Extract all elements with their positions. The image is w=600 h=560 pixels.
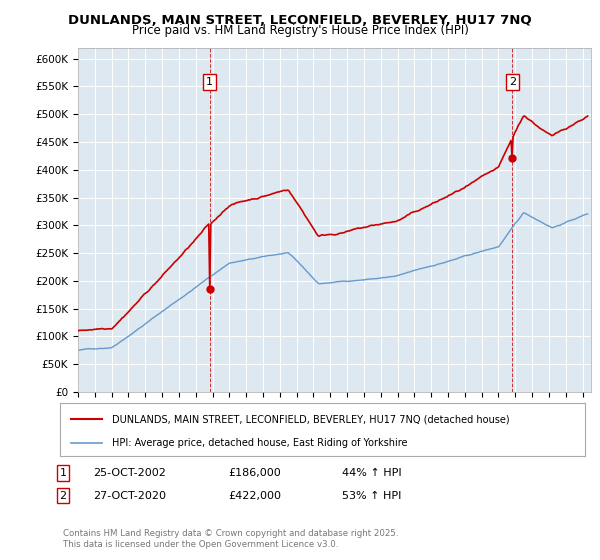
Text: Contains HM Land Registry data © Crown copyright and database right 2025.
This d: Contains HM Land Registry data © Crown c… [63,529,398,549]
Text: £422,000: £422,000 [228,491,281,501]
Text: 27-OCT-2020: 27-OCT-2020 [93,491,166,501]
Text: 2: 2 [59,491,67,501]
Text: 53% ↑ HPI: 53% ↑ HPI [342,491,401,501]
Text: 2: 2 [509,77,516,87]
Text: 25-OCT-2002: 25-OCT-2002 [93,468,166,478]
Text: Price paid vs. HM Land Registry's House Price Index (HPI): Price paid vs. HM Land Registry's House … [131,24,469,36]
Text: DUNLANDS, MAIN STREET, LECONFIELD, BEVERLEY, HU17 7NQ (detached house): DUNLANDS, MAIN STREET, LECONFIELD, BEVER… [113,414,510,424]
Text: 1: 1 [206,77,213,87]
Text: DUNLANDS, MAIN STREET, LECONFIELD, BEVERLEY, HU17 7NQ: DUNLANDS, MAIN STREET, LECONFIELD, BEVER… [68,14,532,27]
Text: 44% ↑ HPI: 44% ↑ HPI [342,468,401,478]
Text: HPI: Average price, detached house, East Riding of Yorkshire: HPI: Average price, detached house, East… [113,438,408,448]
Text: 1: 1 [59,468,67,478]
Text: £186,000: £186,000 [228,468,281,478]
